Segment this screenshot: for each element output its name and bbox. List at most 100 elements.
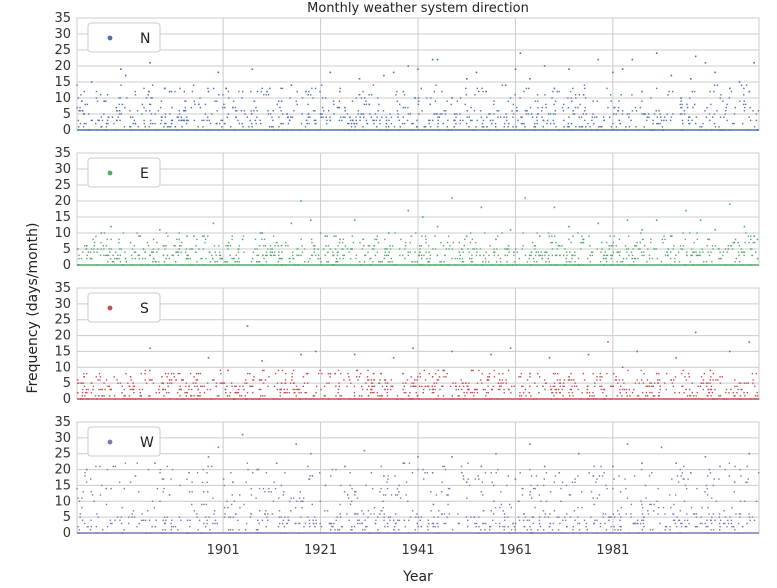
data-point [434,100,437,102]
data-point [623,382,625,384]
data-point [393,525,396,528]
data-point [533,126,535,128]
data-point [628,113,630,115]
data-point [530,251,532,253]
data-point [85,248,88,250]
data-point [679,532,681,534]
data-point [719,251,721,253]
data-point [224,513,226,515]
data-point [585,522,587,525]
data-point [290,116,292,118]
data-point [178,248,181,250]
data-point [235,385,237,388]
data-point [478,369,480,372]
data-point [170,529,172,531]
data-point [681,106,683,109]
data-point [369,113,371,115]
data-point [671,478,673,480]
data-point [574,94,577,96]
data-point [520,122,523,125]
data-point [350,126,353,128]
data-point [204,103,207,106]
data-point [701,398,703,400]
data-point [284,472,286,474]
data-point [115,257,118,260]
data-point [541,106,543,109]
y-tick-label: 20 [54,59,71,74]
data-point [365,398,368,400]
data-point [81,110,83,112]
data-point [678,261,681,263]
data-point [414,251,416,253]
data-point [133,516,136,518]
data-point [338,385,341,388]
data-point [441,113,443,115]
data-point [276,388,278,391]
data-point [459,97,462,99]
data-point [757,110,760,112]
data-point [586,391,588,394]
data-point [551,241,554,244]
data-point [612,245,614,247]
data-point [167,235,169,237]
data-point [177,372,179,375]
data-point [430,491,432,493]
data-point [97,379,99,381]
data-point [634,245,636,247]
data-point [390,116,393,118]
data-point [411,472,414,474]
data-point [311,475,314,477]
data-point [273,481,275,483]
data-point [252,398,255,400]
data-point [618,475,620,477]
data-point [179,372,181,375]
data-point [403,519,406,522]
data-point [262,264,264,266]
monthly-markers [76,369,760,400]
data-point [340,116,342,118]
data-point [596,497,599,499]
data-point [600,465,602,468]
data-point [86,257,88,260]
data-point [565,251,568,253]
data-point [336,516,338,518]
data-point [442,385,444,388]
data-point [427,261,429,263]
data-point [500,382,502,384]
data-point [298,522,300,525]
data-point [580,398,582,400]
data-point [419,519,421,522]
data-point [265,251,268,253]
data-point [267,519,269,522]
data-point [340,525,343,528]
data-point [249,516,252,518]
data-point [532,516,534,518]
data-point [257,529,259,531]
data-point [286,129,288,131]
data-point [509,347,512,350]
data-point [599,376,601,378]
data-point [473,395,475,397]
data-point [327,251,329,253]
data-point [447,119,449,122]
data-point [81,519,84,522]
data-point [631,94,633,96]
data-point [308,478,310,480]
data-point [170,126,172,128]
data-point [445,376,447,378]
data-point [418,385,421,388]
data-point [588,391,591,394]
data-point [180,245,182,247]
data-point [106,254,108,257]
data-point [679,468,681,471]
data-point [208,251,211,253]
data-point [507,245,510,247]
data-point [312,110,315,112]
data-point [149,62,151,64]
data-point [593,465,595,468]
data-point [348,122,350,125]
data-point [358,519,360,522]
data-point [134,122,137,125]
data-point [578,529,581,531]
